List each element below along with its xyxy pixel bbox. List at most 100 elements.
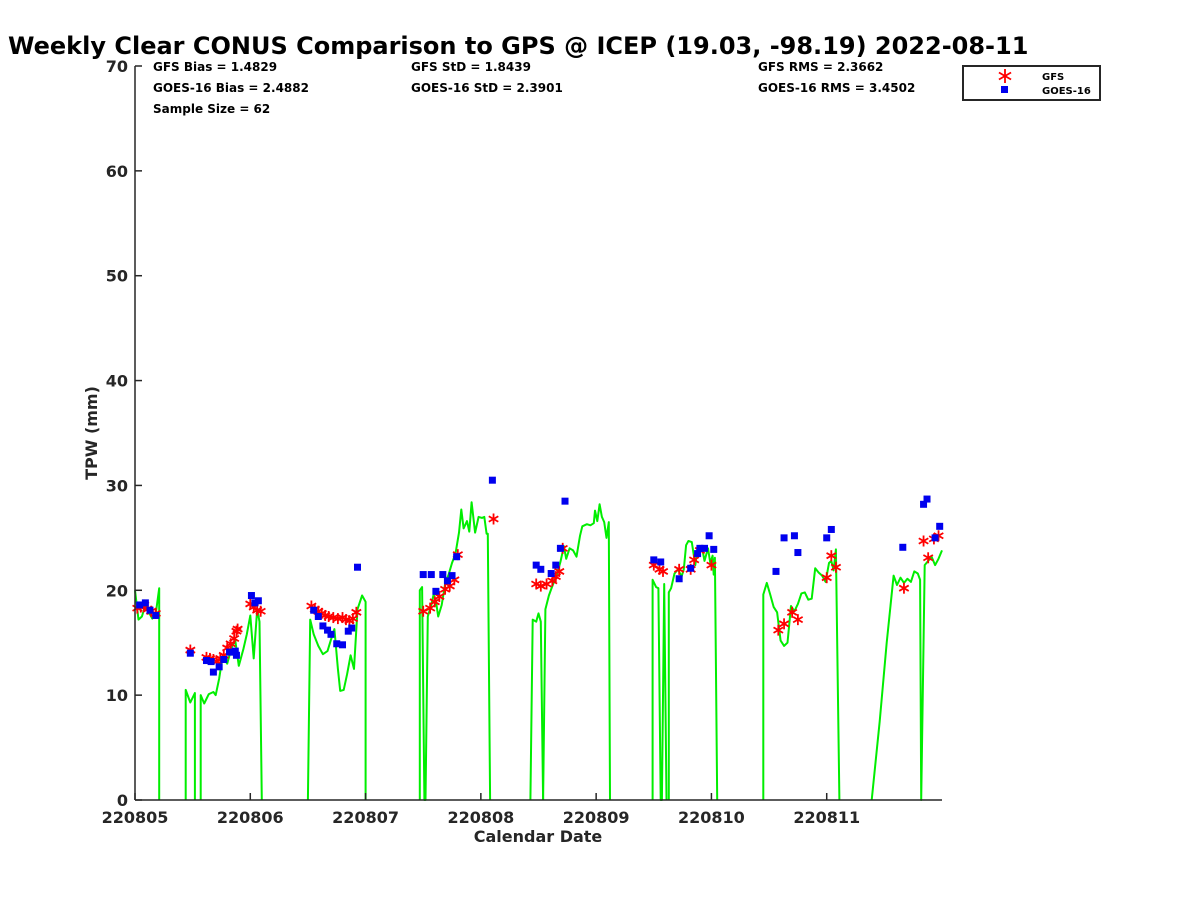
y-axis-label: TPW (mm)	[82, 386, 101, 480]
chart-title: Weekly Clear CONUS Comparison to GPS @ I…	[8, 32, 1028, 60]
gps-line-segment	[762, 548, 841, 801]
gps-line-segment	[651, 578, 668, 801]
goes16-point	[687, 564, 695, 572]
gfs-point	[351, 606, 362, 618]
gfs-point	[786, 606, 798, 618]
x-tick-label: 220811	[793, 808, 860, 827]
goes16-point	[141, 599, 149, 607]
goes-bias-stat: GOES-16 Bias = 2.4882	[153, 81, 309, 95]
goes16-point	[226, 648, 234, 656]
goes16-point	[419, 571, 427, 579]
goes16-point	[152, 611, 160, 619]
gfs-point	[429, 596, 440, 608]
goes16-point	[339, 641, 347, 649]
legend-gfs-asterisk	[998, 69, 1012, 83]
gps-line-segment	[529, 612, 545, 801]
goes16-point	[427, 571, 435, 579]
goes-rms-stat: GOES-16 RMS = 3.4502	[758, 81, 915, 95]
gfs-std-stat: GFS StD = 1.8439	[411, 60, 531, 74]
x-tick-label: 220810	[678, 808, 745, 827]
gps-line-segment	[418, 501, 492, 801]
gfs-point	[778, 618, 790, 630]
x-tick-label: 220806	[217, 808, 284, 827]
goes16-point	[537, 565, 545, 573]
goes16-point	[314, 613, 322, 620]
x-tick-label: 220809	[563, 808, 630, 827]
goes16-point	[547, 570, 555, 578]
goes16-point	[790, 532, 798, 540]
gfs-point	[918, 535, 929, 547]
goes16-point	[488, 476, 496, 484]
goes16-point	[899, 543, 907, 551]
gfs-point	[898, 582, 910, 594]
goes16-point	[936, 522, 944, 530]
gfs-point	[821, 572, 832, 584]
sample-size-stat: Sample Size = 62	[153, 102, 270, 116]
goes16-point	[920, 500, 928, 508]
y-tick-label: 0	[117, 791, 128, 810]
gfs-bias-stat: GFS Bias = 1.4829	[153, 60, 277, 74]
goes16-point	[453, 553, 461, 561]
goes16-point	[209, 668, 217, 676]
gps-line-segment	[306, 594, 367, 801]
gfs-point	[830, 561, 842, 573]
gfs-point	[535, 580, 547, 592]
gfs-point	[657, 565, 669, 577]
y-tick-label: 20	[106, 581, 128, 600]
legend: GFS GOES-16	[962, 65, 1101, 101]
goes16-point	[532, 561, 540, 569]
gfs-point	[706, 559, 717, 571]
plot-area	[132, 476, 944, 801]
goes16-point	[710, 545, 718, 553]
y-tick-label: 30	[106, 476, 128, 495]
goes16-point	[780, 534, 788, 542]
goes16-point	[705, 532, 713, 540]
legend-goes16-marker	[1001, 86, 1008, 93]
gfs-point	[673, 563, 685, 575]
gfs-point	[228, 633, 240, 645]
goes16-point	[827, 525, 835, 533]
goes16-series	[136, 476, 944, 676]
goes16-point	[772, 567, 780, 575]
x-axis-label: Calendar Date	[474, 827, 603, 846]
goes16-point	[186, 649, 194, 657]
gfs-point	[922, 552, 934, 564]
goes16-point	[931, 534, 939, 542]
x-tick-label: 220807	[332, 808, 399, 827]
goes16-point	[439, 571, 447, 579]
legend-box	[962, 65, 1101, 101]
goes16-point	[202, 657, 210, 665]
goes16-point	[694, 550, 702, 558]
y-tick-label: 60	[106, 162, 128, 181]
goes16-point	[561, 497, 569, 505]
goes16-point	[657, 558, 665, 566]
x-axis-ticks: 220805 220806 220807 220808 220809 220810 2208…	[102, 793, 860, 827]
goes16-point	[136, 601, 144, 609]
goes16-point	[675, 575, 683, 583]
gps-line-segment	[184, 688, 196, 800]
goes16-point	[324, 626, 332, 634]
goes16-point	[650, 556, 658, 564]
goes16-point	[232, 651, 240, 659]
goes-std-stat: GOES-16 StD = 2.3901	[411, 81, 563, 95]
goes16-point	[923, 495, 931, 503]
gfs-point	[232, 623, 243, 635]
y-tick-label: 50	[106, 267, 128, 286]
goes16-point	[146, 606, 154, 614]
goes16-point	[432, 587, 440, 595]
goes16-point	[247, 592, 255, 600]
goes16-point	[327, 630, 335, 638]
y-tick-label: 40	[106, 372, 128, 391]
gfs-rms-stat: GFS RMS = 2.3662	[758, 60, 883, 74]
legend-goes16-label: GOES-16	[1042, 86, 1091, 97]
goes16-point	[696, 544, 704, 552]
legend-gfs-marker	[998, 69, 1012, 83]
goes16-point	[443, 577, 451, 585]
gfs-point	[488, 513, 499, 525]
goes16-point	[310, 606, 318, 614]
gps-line-group	[134, 501, 943, 801]
goes16-point	[215, 663, 223, 671]
goes16-point	[348, 624, 356, 632]
goes16-point	[333, 640, 341, 648]
